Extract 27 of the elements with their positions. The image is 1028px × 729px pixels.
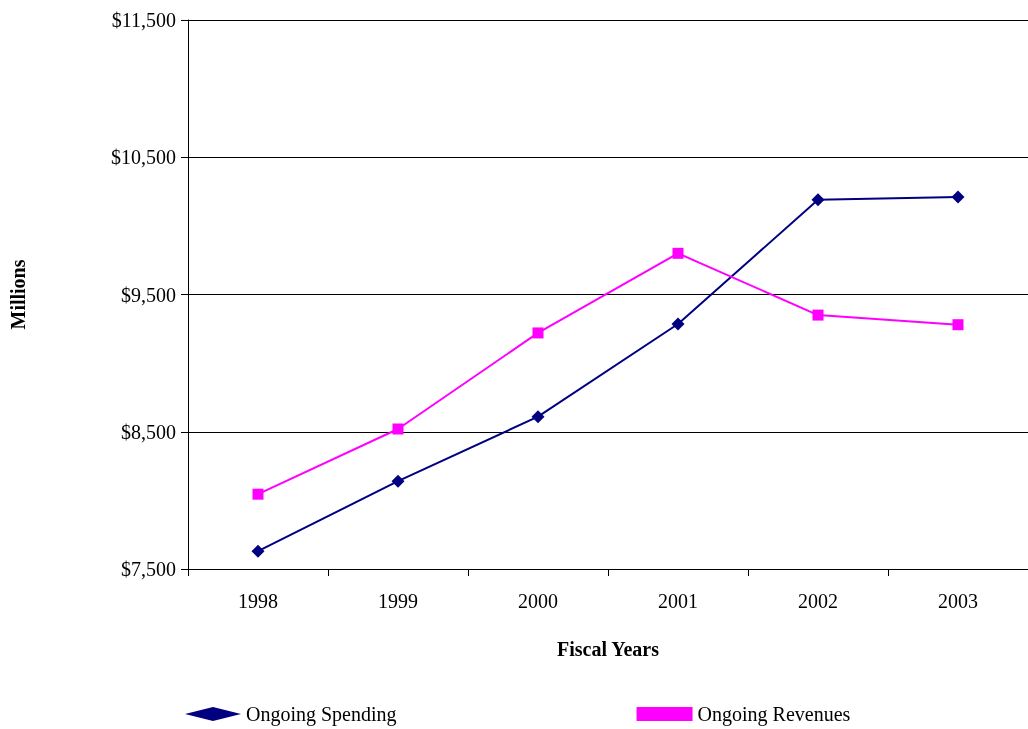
x-tick-label: 2000	[518, 590, 558, 612]
y-tick-label: $7,500	[121, 558, 176, 580]
y-axis-title: Millions	[7, 259, 29, 330]
y-tick-label: $10,500	[111, 146, 176, 169]
x-tick-label: 2003	[938, 590, 978, 612]
legend-label: Ongoing Spending	[246, 703, 397, 726]
point	[391, 474, 405, 488]
x-tick-label: 1998	[238, 590, 278, 612]
point	[672, 247, 684, 259]
point	[532, 327, 544, 339]
point	[811, 193, 825, 207]
y-tick-label: $8,500	[121, 420, 176, 443]
y-tick-label: $11,500	[111, 9, 176, 31]
legend-label: Ongoing Revenues	[697, 703, 851, 726]
point	[951, 190, 965, 204]
point	[952, 319, 964, 331]
point	[671, 317, 685, 331]
x-tick-label: 2001	[658, 590, 698, 612]
x-tick-label: 1999	[378, 590, 418, 612]
x-axis-title: Fiscal Years	[556, 638, 660, 660]
point	[531, 410, 545, 424]
point	[812, 309, 824, 321]
point	[392, 423, 404, 435]
x-tick-label: 2002	[798, 590, 838, 612]
point	[252, 488, 264, 500]
point	[251, 544, 265, 558]
y-tick-label: $9,500	[121, 283, 176, 306]
